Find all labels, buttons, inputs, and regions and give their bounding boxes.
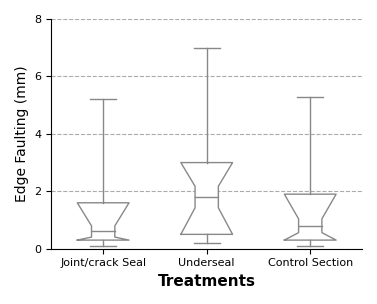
Polygon shape [77,203,129,240]
Polygon shape [181,163,233,234]
X-axis label: Treatments: Treatments [158,274,256,289]
Polygon shape [284,194,336,240]
Y-axis label: Edge Faulting (mm): Edge Faulting (mm) [15,66,29,202]
